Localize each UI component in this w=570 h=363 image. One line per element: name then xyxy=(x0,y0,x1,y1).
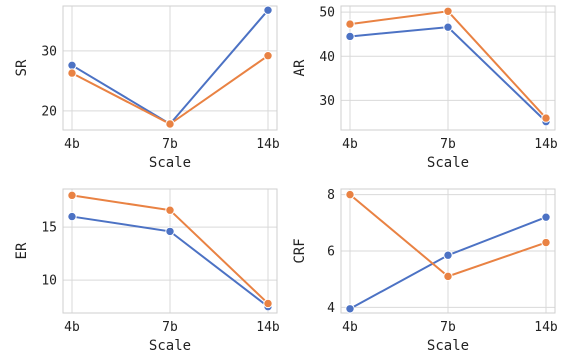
y-tick-label: 30 xyxy=(319,94,335,109)
series-1-point xyxy=(263,51,273,61)
subplot-sr: 4b 7b 14b 20 30 Scale SR xyxy=(14,5,280,171)
x-axis-label: Scale xyxy=(149,338,191,354)
y-axis-label: CRF xyxy=(292,238,308,263)
series-0-point xyxy=(541,212,551,222)
y-tick-label: 50 xyxy=(319,6,335,21)
series-1-point xyxy=(165,119,175,129)
x-tick-label: 14b xyxy=(534,137,558,152)
x-tick-label: 7b xyxy=(440,137,456,152)
series-1-point xyxy=(541,237,551,248)
series-0-point xyxy=(67,60,77,71)
x-tick-label: 4b xyxy=(64,320,80,335)
series-0-point xyxy=(443,250,453,260)
y-axis-label: AR xyxy=(292,59,308,76)
series-1-point xyxy=(443,271,453,282)
x-tick-label: 4b xyxy=(64,137,80,152)
series-1-point xyxy=(345,19,355,29)
x-axis-label: Scale xyxy=(427,155,469,171)
x-tick-label: 7b xyxy=(440,320,456,335)
plot-frame xyxy=(340,188,556,314)
x-tick-label: 14b xyxy=(534,320,558,335)
series-0-point xyxy=(443,22,453,32)
y-tick-label: 40 xyxy=(319,50,335,65)
subplot-crf: 4b 7b 14b 4 6 8 Scale CRF xyxy=(292,188,558,354)
series-0-point xyxy=(165,226,175,237)
y-tick-label: 8 xyxy=(327,188,335,203)
series-1-point xyxy=(541,113,551,123)
x-tick-label: 7b xyxy=(162,320,178,335)
series-0-point xyxy=(263,5,273,15)
series-1-point xyxy=(165,205,175,215)
series-0-point xyxy=(345,304,355,314)
y-tick-label: 15 xyxy=(41,221,57,236)
plot-frame xyxy=(62,5,278,131)
y-tick-label: 6 xyxy=(327,245,335,260)
subplot-er: 4b 7b 14b 10 15 Scale ER xyxy=(14,188,280,354)
y-tick-label: 20 xyxy=(41,104,57,119)
series-1-point xyxy=(443,6,453,16)
plot-frame xyxy=(340,5,556,131)
x-tick-label: 4b xyxy=(342,137,358,152)
series-1-point xyxy=(345,189,355,200)
x-tick-label: 4b xyxy=(342,320,358,335)
series-0-point xyxy=(67,211,77,222)
x-axis-label: Scale xyxy=(149,155,191,171)
series-0-point xyxy=(345,31,355,42)
x-tick-label: 7b xyxy=(162,137,178,152)
y-tick-label: 30 xyxy=(41,44,57,59)
series-1-point xyxy=(67,68,77,78)
x-tick-label: 14b xyxy=(256,137,280,152)
y-axis-label: ER xyxy=(14,242,30,259)
y-axis-label: SR xyxy=(14,59,30,76)
series-1-point xyxy=(67,190,77,201)
y-tick-label: 10 xyxy=(41,274,57,289)
plot-frame xyxy=(62,188,278,314)
subplot-ar: 4b 7b 14b 30 40 50 Scale AR xyxy=(292,5,558,171)
x-tick-label: 14b xyxy=(256,320,280,335)
series-1-point xyxy=(263,298,273,309)
y-tick-label: 4 xyxy=(327,301,335,316)
x-axis-label: Scale xyxy=(427,338,469,354)
